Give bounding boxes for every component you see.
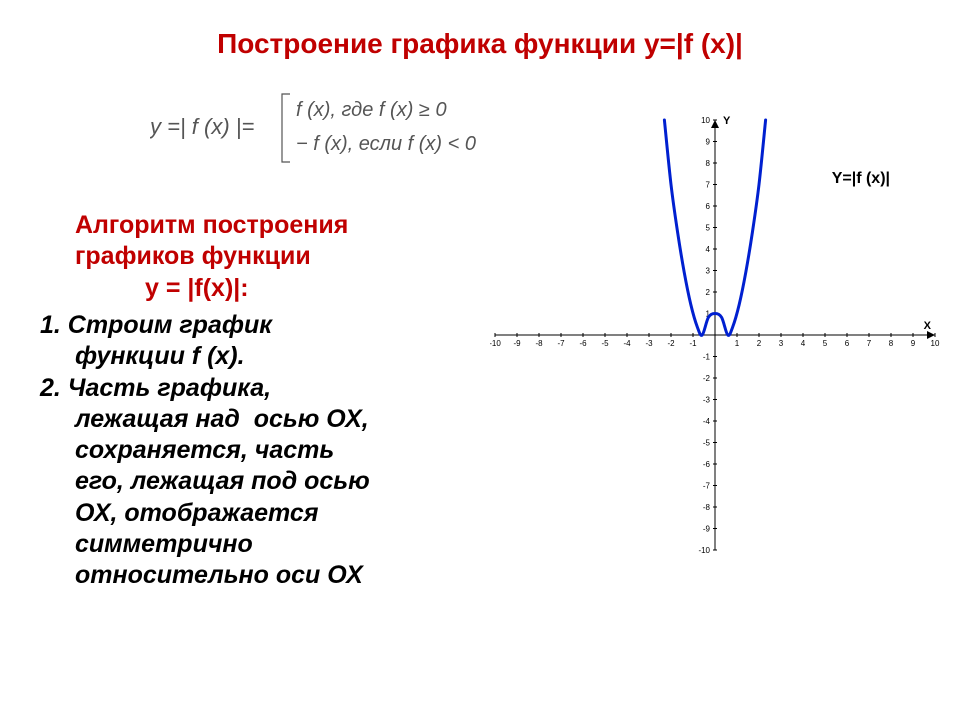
bracket-icon	[282, 94, 290, 162]
svg-text:-3: -3	[703, 396, 711, 405]
svg-text:-8: -8	[535, 339, 543, 348]
svg-text:-7: -7	[557, 339, 565, 348]
svg-text:-1: -1	[689, 339, 697, 348]
algorithm-body: 1. Строим график функции f (x). 2. Часть…	[40, 310, 490, 591]
svg-text:2: 2	[757, 339, 762, 348]
svg-text:-5: -5	[703, 439, 711, 448]
svg-text:-7: -7	[703, 482, 711, 491]
algo-head-l1: Алгоритм построения	[75, 210, 348, 241]
svg-text:-3: -3	[645, 339, 653, 348]
svg-text:4: 4	[801, 339, 806, 348]
svg-text:-4: -4	[623, 339, 631, 348]
step1-a: 1. Строим график	[40, 310, 490, 341]
algo-head-l3: y = |f(x)|:	[75, 273, 348, 304]
svg-text:-4: -4	[703, 417, 711, 426]
formula-svg: y =| f (x) |= f (x), где f (x) ≥ 0 − f (…	[150, 88, 490, 168]
svg-text:Y: Y	[723, 115, 731, 127]
svg-text:X: X	[924, 320, 932, 332]
step2-e: ОХ, отображается	[40, 498, 490, 529]
svg-text:-2: -2	[667, 339, 675, 348]
step2-b: лежащая над осью ОХ,	[40, 404, 490, 435]
step2-d: его, лежащая под осью	[40, 466, 490, 497]
svg-text:2: 2	[706, 288, 711, 297]
svg-text:8: 8	[889, 339, 894, 348]
svg-text:-10: -10	[698, 546, 710, 555]
svg-text:3: 3	[779, 339, 784, 348]
svg-text:-9: -9	[703, 525, 711, 534]
svg-text:7: 7	[706, 181, 711, 190]
formula-row1: f (x), где f (x) ≥ 0	[296, 99, 447, 121]
svg-text:-10: -10	[490, 339, 501, 348]
svg-text:9: 9	[706, 138, 711, 147]
svg-text:7: 7	[867, 339, 872, 348]
svg-text:6: 6	[845, 339, 850, 348]
svg-text:-1: -1	[703, 353, 711, 362]
svg-text:5: 5	[706, 224, 711, 233]
svg-text:-9: -9	[513, 339, 521, 348]
step2-c: сохраняется, часть	[40, 435, 490, 466]
page-title: Построение графика функции y=|f (x)|	[0, 28, 960, 60]
svg-text:10: 10	[931, 339, 940, 348]
svg-text:9: 9	[911, 339, 916, 348]
step2-a: 2. Часть графика,	[40, 373, 490, 404]
svg-text:-8: -8	[703, 503, 711, 512]
svg-text:3: 3	[706, 267, 711, 276]
algorithm-heading: Алгоритм построения графиков функции y =…	[75, 210, 348, 304]
chart-container: Y=|f (x)| X Y -10 -9 -8 -7 -6 -5 -4 -3 -2 -1 1 2 3 4 5 6 7…	[490, 110, 940, 560]
svg-text:-2: -2	[703, 374, 711, 383]
svg-text:-5: -5	[601, 339, 609, 348]
svg-text:4: 4	[706, 245, 711, 254]
step2-f: симметрично	[40, 529, 490, 560]
step2-g: относительно оси ОХ	[40, 560, 490, 591]
svg-text:-6: -6	[579, 339, 587, 348]
algo-head-l2: графиков функции	[75, 241, 348, 272]
formula-lhs: y =| f (x) |=	[150, 114, 254, 139]
formula-row2: − f (x), если f (x) < 0	[296, 133, 476, 155]
svg-text:10: 10	[701, 116, 710, 125]
svg-text:5: 5	[823, 339, 828, 348]
step1-b: функции f (x).	[40, 341, 490, 372]
formula-block: y =| f (x) |= f (x), где f (x) ≥ 0 − f (…	[150, 88, 490, 173]
svg-text:6: 6	[706, 202, 711, 211]
svg-text:-6: -6	[703, 460, 711, 469]
svg-text:8: 8	[706, 159, 711, 168]
svg-text:1: 1	[735, 339, 740, 348]
chart-function-label: Y=|f (x)|	[832, 170, 890, 188]
